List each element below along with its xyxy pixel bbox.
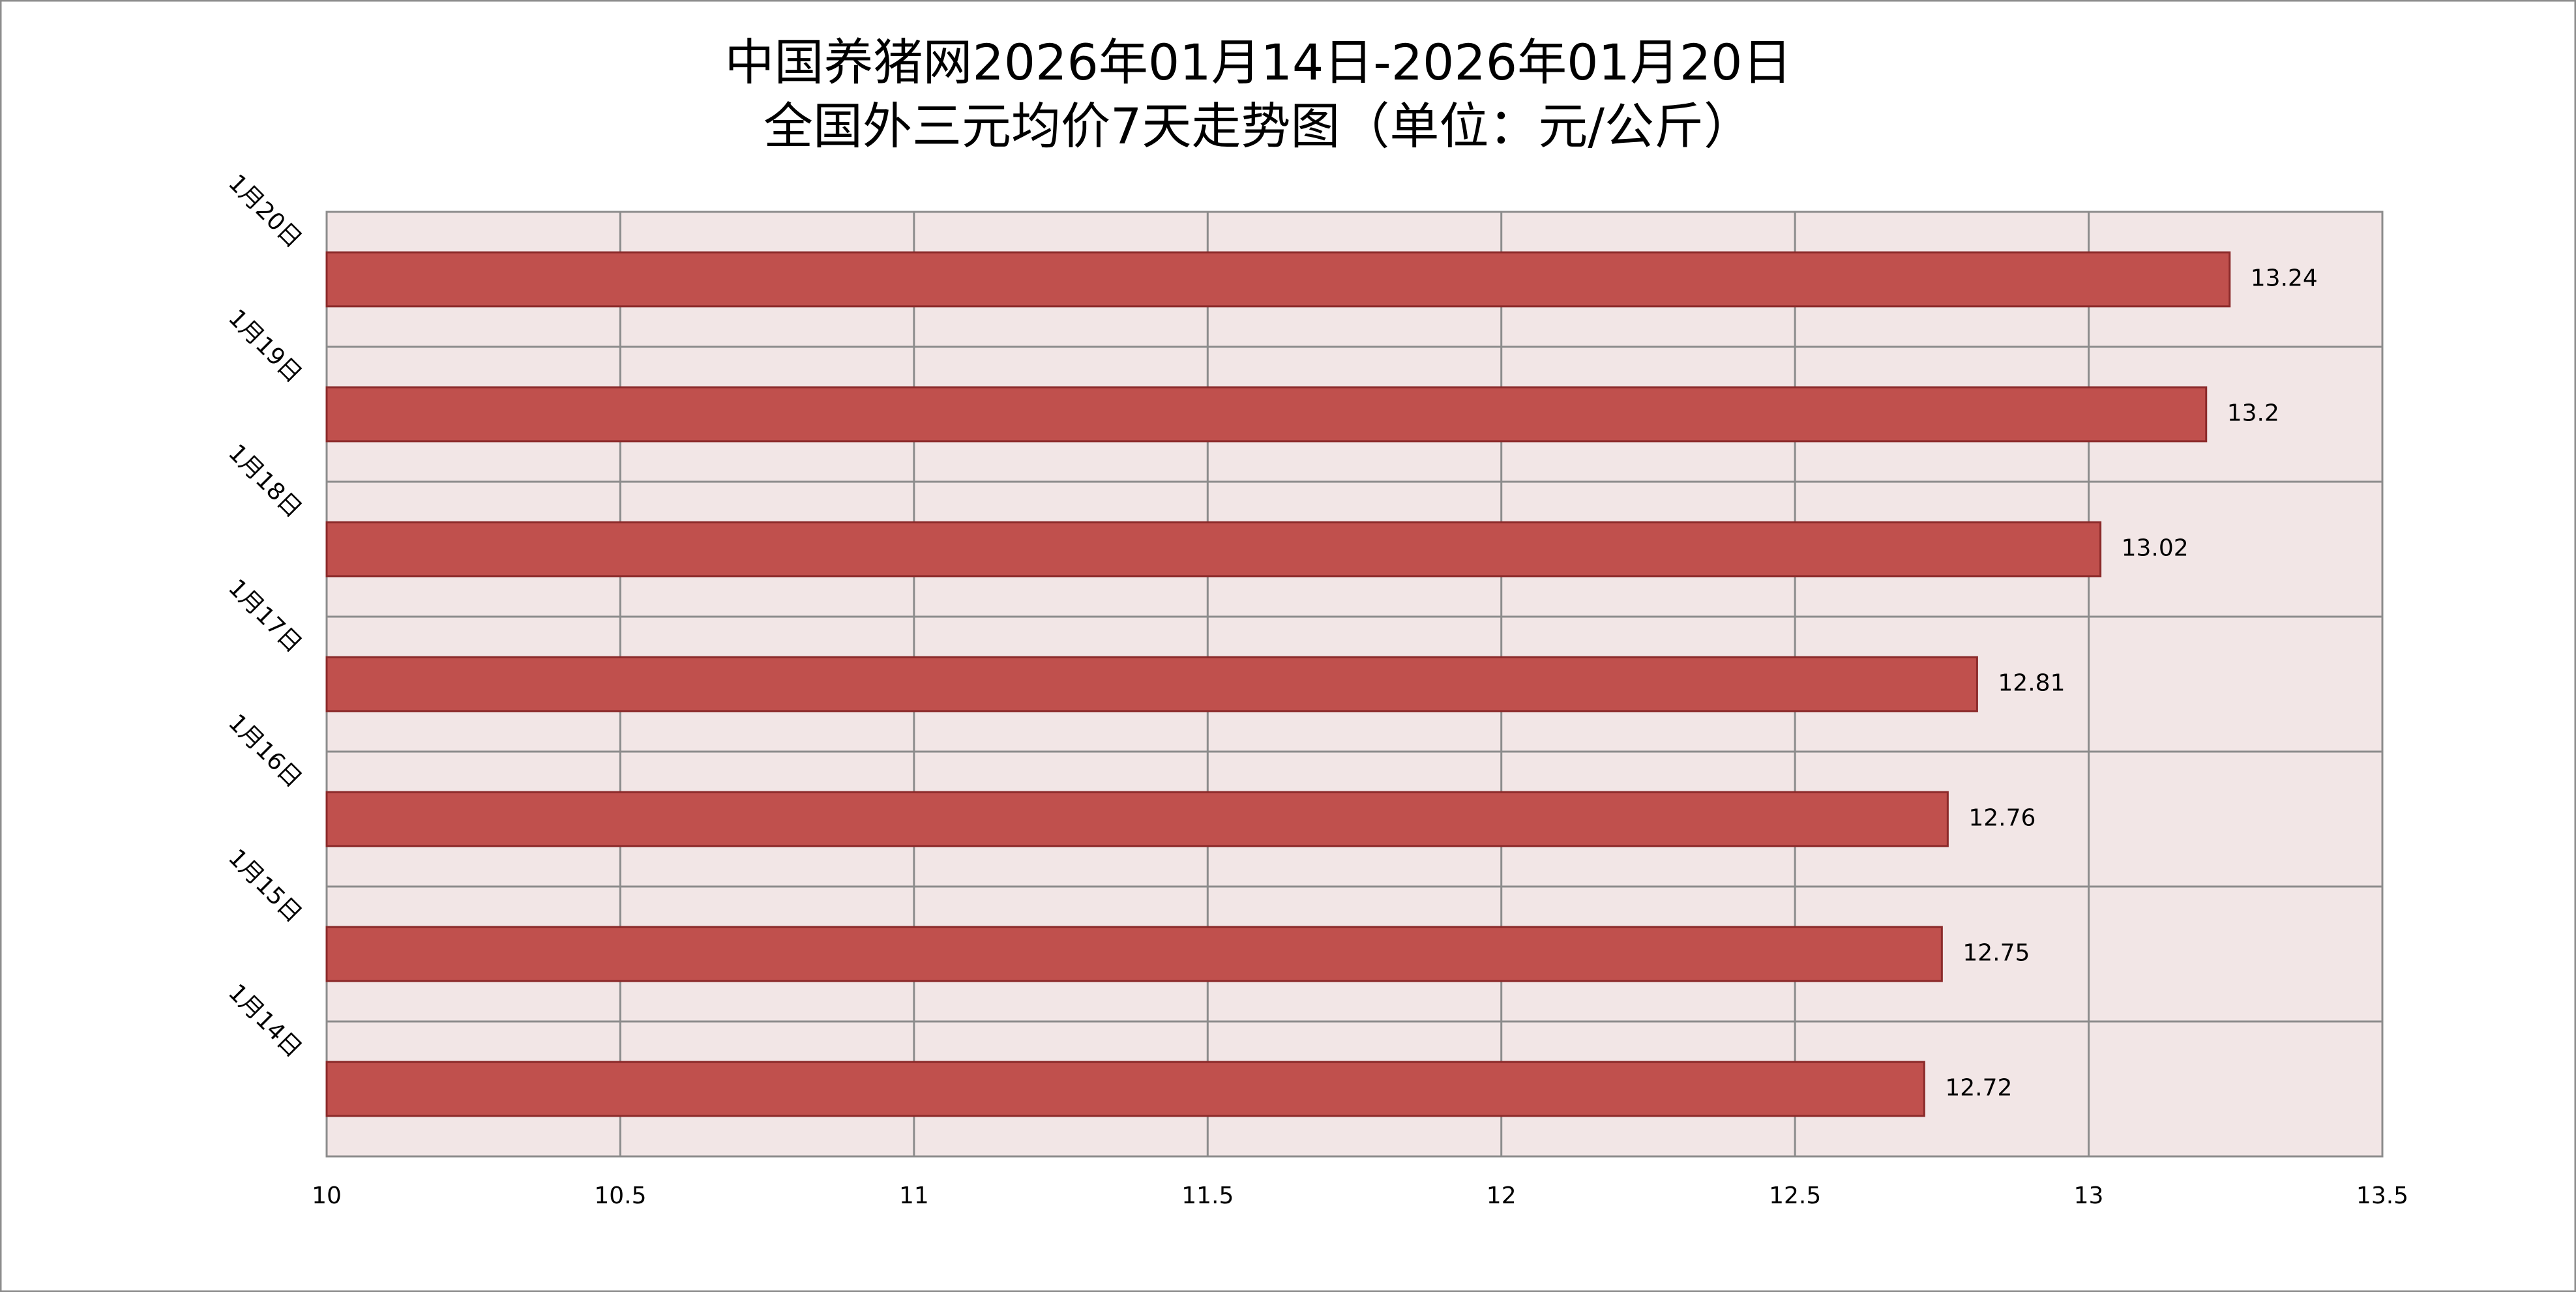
data-label: 13.24 bbox=[2251, 265, 2318, 292]
bar bbox=[325, 656, 1978, 712]
x-tick-label: 10 bbox=[312, 1182, 342, 1209]
data-label: 12.72 bbox=[1945, 1075, 2012, 1102]
bar bbox=[325, 791, 1949, 847]
x-tick-label: 11 bbox=[899, 1182, 929, 1209]
x-tick-label: 12.5 bbox=[1769, 1182, 1821, 1209]
data-label: 13.2 bbox=[2227, 400, 2279, 427]
x-tick-label: 13.5 bbox=[2356, 1182, 2408, 1209]
x-tick-label: 10.5 bbox=[594, 1182, 646, 1209]
chart-title: 全国外三元均价7天走势图（单位：元/公斤） bbox=[763, 97, 1753, 155]
x-tick-label: 11.5 bbox=[1181, 1182, 1234, 1209]
x-tick-label: 12 bbox=[1487, 1182, 1517, 1209]
bar bbox=[325, 926, 1943, 982]
bar bbox=[325, 521, 2102, 578]
data-label: 12.76 bbox=[1968, 805, 2036, 832]
data-label: 12.81 bbox=[1998, 670, 2065, 697]
bar bbox=[325, 386, 2208, 443]
chart-title: 中国养猪网2026年01月14日-2026年01月20日 bbox=[724, 33, 1792, 91]
bar bbox=[325, 251, 2231, 308]
bar bbox=[325, 1061, 1925, 1117]
x-tick-label: 13 bbox=[2074, 1182, 2104, 1209]
data-label: 12.75 bbox=[1962, 940, 2030, 967]
data-label: 13.02 bbox=[2122, 535, 2189, 562]
